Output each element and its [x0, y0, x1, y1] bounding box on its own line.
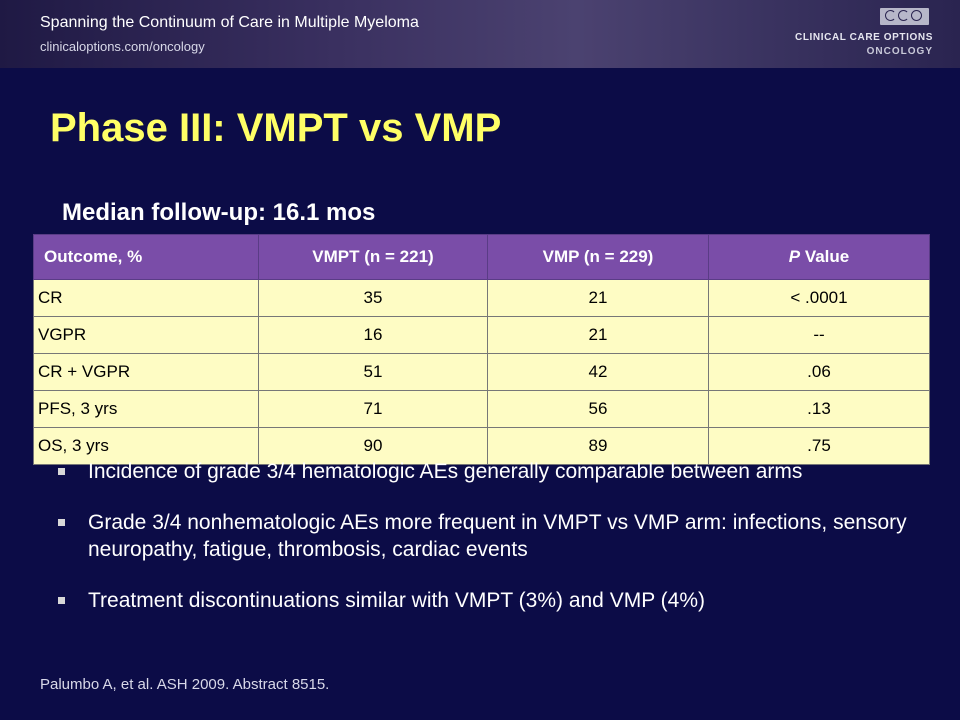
header-title: Spanning the Continuum of Care in Multip… — [40, 14, 419, 31]
table-row: CR 35 21 < .0001 — [33, 279, 930, 317]
table-row: PFS, 3 yrs 71 56.13 — [33, 390, 930, 428]
cell-outcome: PFS, 3 yrs — [33, 390, 259, 428]
square-bullet-icon — [58, 597, 65, 604]
cell-vmp: 89 — [487, 427, 709, 465]
square-bullet-icon — [58, 468, 65, 475]
cell-outcome: OS, 3 yrs — [33, 427, 259, 465]
table-row: VGPR 16 21 -- — [33, 316, 930, 354]
cell-p-value: .06 — [708, 353, 930, 391]
cco-logo: CLINICAL CARE OPTIONS ONCOLOGY — [788, 8, 933, 60]
bullet-text: Incidence of grade 3/4 hematologic AEs g… — [88, 460, 803, 483]
cell-vmpt: 51 — [258, 353, 488, 391]
bullet-text: Grade 3/4 nonhematologic AEs more freque… — [88, 511, 907, 561]
column-header-vmpt: VMPT (n = 221) — [258, 234, 488, 280]
table-header-row: Outcome, % VMPT (n = 221) VMP (n = 229) … — [33, 234, 930, 280]
square-bullet-icon — [58, 519, 65, 526]
cell-vmp: 21 — [487, 316, 709, 354]
cell-vmpt: 35 — [258, 279, 488, 317]
cell-p-value: .13 — [708, 390, 930, 428]
cell-vmp: 56 — [487, 390, 709, 428]
cco-logo-icon — [880, 8, 929, 25]
cell-outcome: CR — [33, 279, 259, 317]
table-row: OS, 3 yrs 90 89.75 — [33, 427, 930, 465]
column-header-p-value: P Value — [708, 234, 930, 280]
cell-outcome: CR + VGPR — [33, 353, 259, 391]
cell-p-value: < .0001 — [708, 279, 930, 317]
slide-title: Phase III: VMPT vs VMP — [50, 106, 502, 150]
cell-vmp: 21 — [487, 279, 709, 317]
cell-p-value: .75 — [708, 427, 930, 465]
cell-vmpt: 71 — [258, 390, 488, 428]
cell-outcome: VGPR — [33, 316, 259, 354]
slide-subtitle: Median follow-up: 16.1 mos — [62, 199, 376, 226]
cell-vmp: 42 — [487, 353, 709, 391]
column-header-vmp: VMP (n = 229) — [487, 234, 709, 280]
column-header-outcome: Outcome, % — [33, 234, 259, 280]
logo-text: CLINICAL CARE OPTIONS — [795, 32, 933, 43]
bullet-text: Treatment discontinuations similar with … — [88, 589, 705, 612]
header-band: Spanning the Continuum of Care in Multip… — [0, 0, 960, 68]
cell-vmpt: 16 — [258, 316, 488, 354]
bullet-list: Incidence of grade 3/4 hematologic AEs g… — [50, 458, 930, 638]
reference-citation: Palumbo A, et al. ASH 2009. Abstract 851… — [40, 676, 330, 693]
logo-subtext: ONCOLOGY — [866, 46, 933, 57]
results-table: Outcome, % VMPT (n = 221) VMP (n = 229) … — [33, 234, 930, 465]
bullet-item: Incidence of grade 3/4 hematologic AEs g… — [50, 458, 930, 485]
cell-p-value: -- — [708, 316, 930, 354]
bullet-item: Treatment discontinuations similar with … — [50, 587, 930, 614]
bullet-item: Grade 3/4 nonhematologic AEs more freque… — [50, 509, 930, 563]
header-url: clinicaloptions.com/oncology — [40, 39, 205, 54]
table-row: CR + VGPR 51 42.06 — [33, 353, 930, 391]
